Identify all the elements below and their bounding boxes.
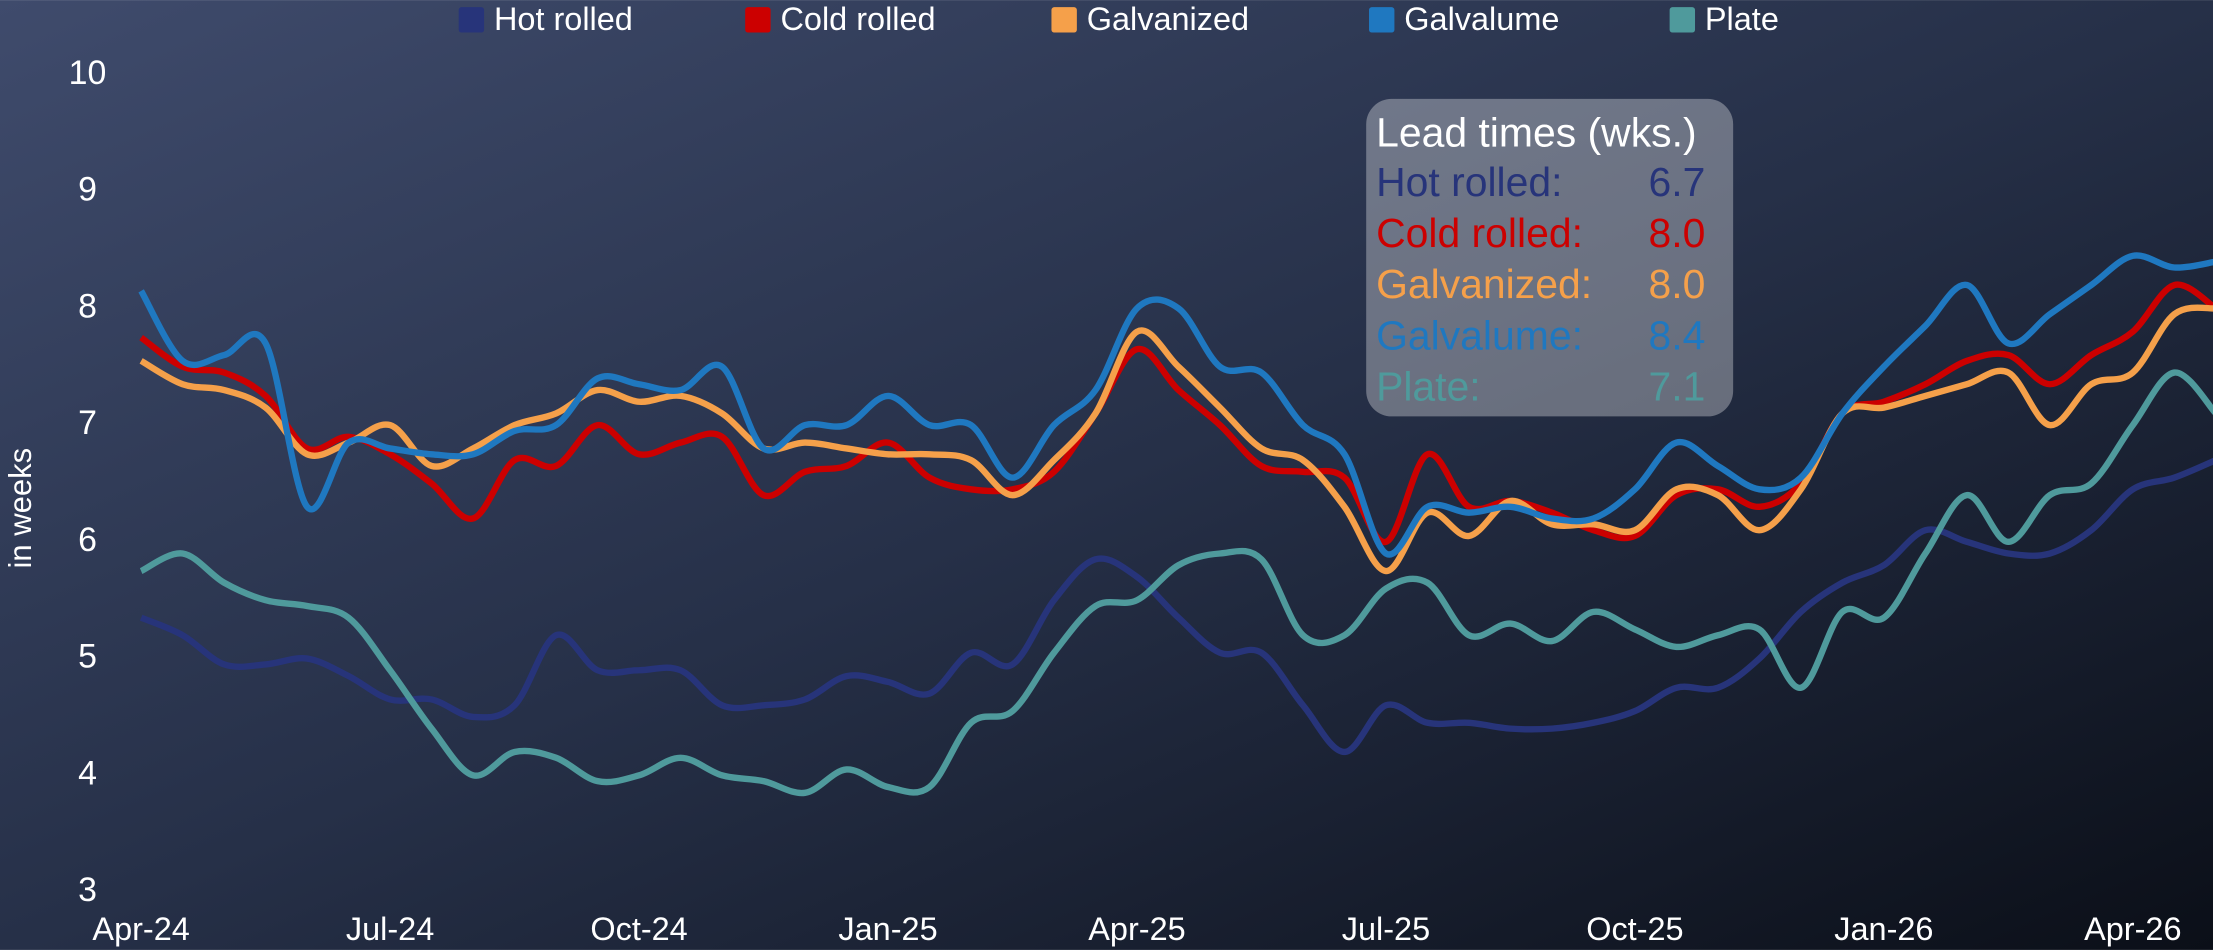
summary-label: Galvalume: xyxy=(1376,312,1583,358)
x-tick-label: Oct-24 xyxy=(590,911,687,947)
y-tick-label: 7 xyxy=(78,404,97,442)
legend-label: Hot rolled xyxy=(494,1,633,37)
x-tick-label: Jul-25 xyxy=(1342,911,1430,947)
y-axis-label: in weeks xyxy=(3,448,38,569)
legend-label: Cold rolled xyxy=(780,1,935,37)
y-tick-label: 10 xyxy=(69,54,107,92)
x-tick-label: Apr-24 xyxy=(92,911,189,947)
legend-swatch xyxy=(1369,7,1394,32)
y-tick-label: 5 xyxy=(78,638,97,676)
legend-label: Galvalume xyxy=(1404,1,1559,37)
legend-swatch xyxy=(459,7,484,32)
summary-label: Plate: xyxy=(1376,364,1481,410)
legend-swatch xyxy=(1051,7,1076,32)
summary-value: 7.1 xyxy=(1648,364,1705,410)
legend-label: Plate xyxy=(1705,1,1779,37)
y-tick-label: 3 xyxy=(78,871,97,909)
summary-value: 8.4 xyxy=(1648,312,1705,358)
chart: in weeks 3 4 5 6 7 8 9 10 Apr-24 Jul-24 Oct-24 Jan-… xyxy=(0,0,2213,950)
y-tick-label: 4 xyxy=(78,754,97,792)
summary-label: Hot rolled: xyxy=(1376,159,1562,205)
legend-swatch xyxy=(745,7,770,32)
summary-title: Lead times (wks.) xyxy=(1376,109,1697,155)
legend-swatch xyxy=(1670,7,1695,32)
x-tick-label: Apr-25 xyxy=(1088,911,1185,947)
x-tick-label: Jul-24 xyxy=(346,911,434,947)
y-tick-label: 8 xyxy=(78,287,97,325)
x-tick-label: Jan-25 xyxy=(838,911,937,947)
x-tick-label: Oct-25 xyxy=(1586,911,1683,947)
page: in weeks 3 4 5 6 7 8 9 10 Apr-24 Jul-24 Oct-24 Jan-… xyxy=(0,0,2213,950)
summary-value: 6.7 xyxy=(1648,159,1705,205)
x-tick-label: Apr-26 xyxy=(2084,911,2181,947)
summary-value: 8.0 xyxy=(1648,210,1705,256)
y-tick-label: 9 xyxy=(78,171,97,209)
x-tick-label: Jan-26 xyxy=(1834,911,1933,947)
y-tick-label: 6 xyxy=(78,521,97,559)
summary-value: 8.0 xyxy=(1648,261,1705,307)
summary-label: Galvanized: xyxy=(1376,261,1592,307)
legend-label: Galvanized xyxy=(1087,1,1249,37)
summary-label: Cold rolled: xyxy=(1376,210,1583,256)
